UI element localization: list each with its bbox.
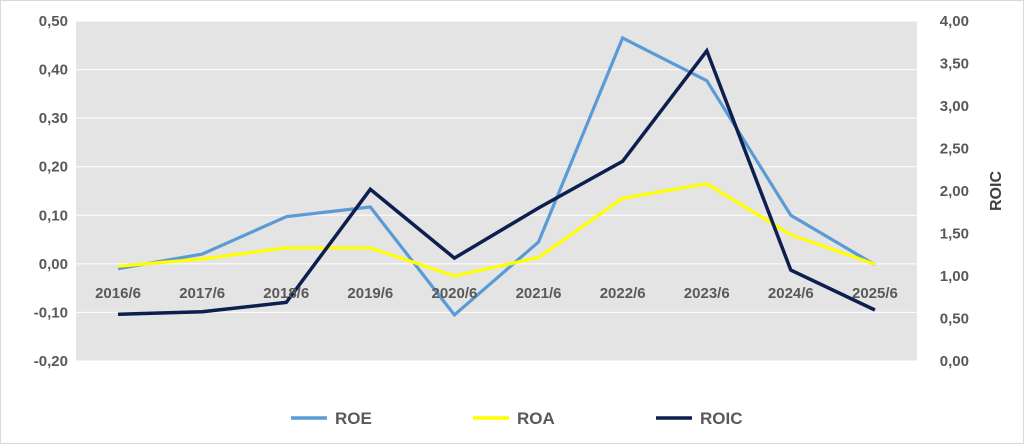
left-axis-ticks: -0,20 -0,10 0,00 0,10 0,20 0,30 0,40 0,50 — [34, 13, 68, 370]
right-axis-ticks: 0,00 0,50 1,00 1,50 2,00 2,50 3,00 3,50 4,00 — [940, 13, 969, 370]
category-label: 2016/6 — [95, 285, 141, 302]
right-tick-label: 1,00 — [940, 268, 969, 285]
category-labels: 2016/6 2017/6 2018/6 2019/6 2020/6 2021/6 2022… — [95, 285, 898, 302]
category-label: 2018/6 — [263, 285, 309, 302]
legend-label-roic: ROIC — [700, 409, 743, 428]
legend-label-roa: ROA — [517, 409, 555, 428]
right-tick-label: 4,00 — [940, 13, 969, 30]
left-tick-label: -0,10 — [34, 304, 68, 321]
left-tick-label: 0,00 — [39, 256, 68, 273]
category-label: 2021/6 — [516, 285, 562, 302]
right-axis-title: ROIC — [988, 171, 1005, 211]
right-tick-label: 2,00 — [940, 183, 969, 200]
category-label: 2024/6 — [768, 285, 814, 302]
left-tick-label: 0,10 — [39, 207, 68, 224]
right-tick-label: 0,50 — [940, 311, 969, 328]
series-lines — [117, 35, 876, 318]
legend-label-roe: ROE — [335, 409, 372, 428]
left-tick-label: 0,20 — [39, 159, 68, 176]
series-line-roic — [117, 47, 876, 317]
right-tick-label: 1,50 — [940, 226, 969, 243]
gridlines — [76, 20, 917, 362]
category-label: 2025/6 — [852, 285, 898, 302]
left-tick-label: 0,40 — [39, 62, 68, 79]
left-tick-label: 0,30 — [39, 110, 68, 127]
category-label: 2020/6 — [432, 285, 478, 302]
series-line-roe — [117, 35, 876, 318]
category-label: 2019/6 — [347, 285, 393, 302]
category-label: 2022/6 — [600, 285, 646, 302]
left-tick-label: -0,20 — [34, 353, 68, 370]
legend: ROE ROA ROIC — [291, 409, 743, 428]
right-tick-label: 0,00 — [940, 353, 969, 370]
series-line-roa — [117, 182, 876, 278]
right-tick-label: 3,50 — [940, 56, 969, 73]
right-tick-label: 2,50 — [940, 141, 969, 158]
category-label: 2023/6 — [684, 285, 730, 302]
left-tick-label: 0,50 — [39, 13, 68, 30]
right-tick-label: 3,00 — [940, 98, 969, 115]
category-label: 2017/6 — [179, 285, 225, 302]
